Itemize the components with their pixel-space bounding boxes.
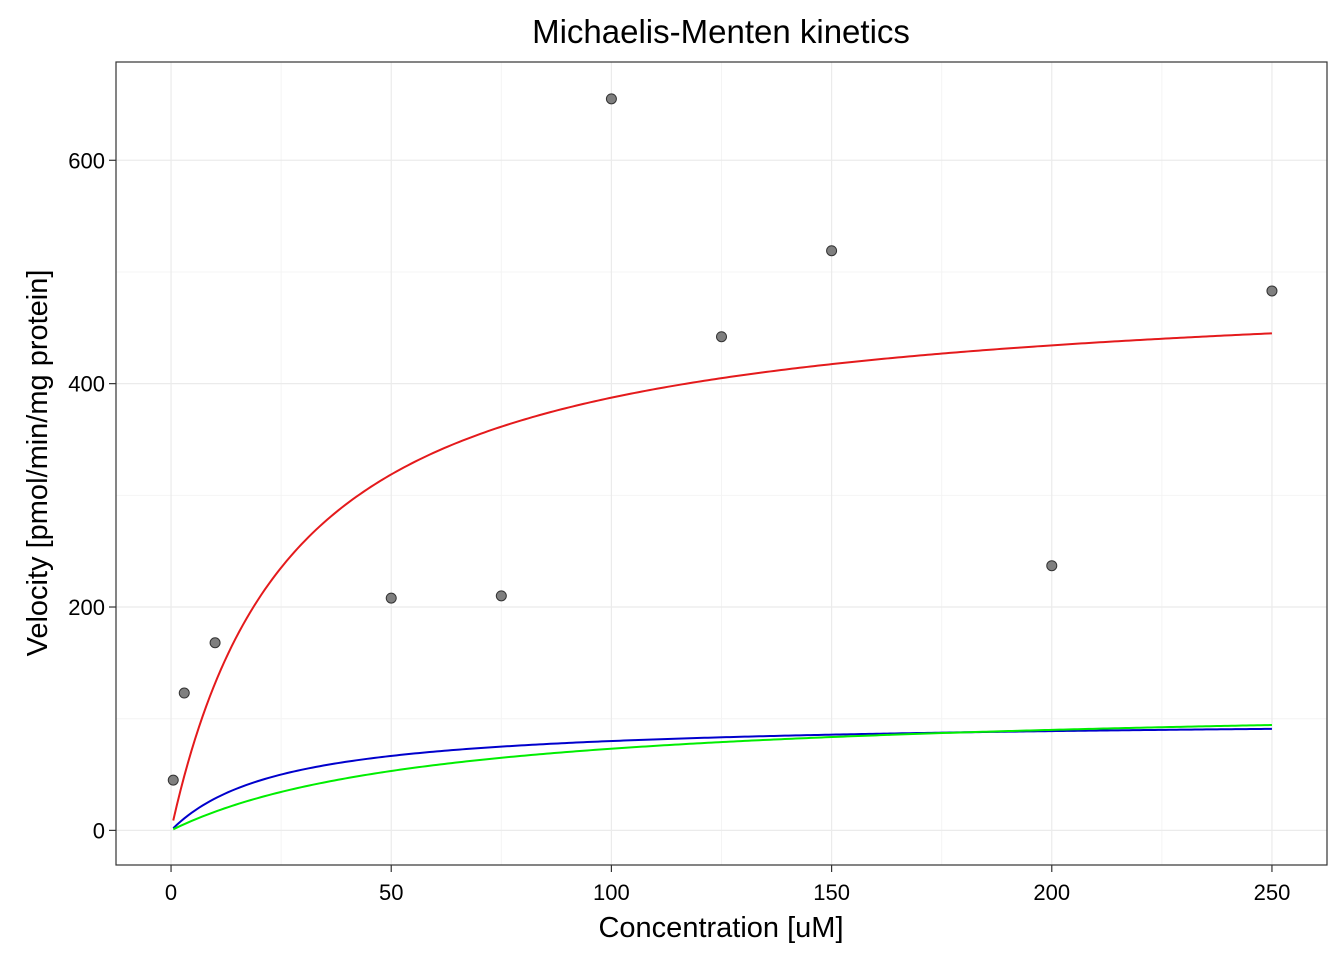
minor-gridlines bbox=[116, 62, 1327, 865]
data-points bbox=[167, 93, 1278, 786]
data-point bbox=[1266, 285, 1278, 297]
y-axis-ticks: 0 200 400 600 bbox=[68, 148, 116, 843]
x-tick-label: 50 bbox=[379, 880, 403, 905]
data-point bbox=[826, 245, 838, 257]
data-point bbox=[167, 774, 179, 786]
fit-curve bbox=[172, 724, 1272, 831]
y-tick-label: 400 bbox=[68, 372, 105, 397]
y-tick-label: 200 bbox=[68, 595, 105, 620]
data-point bbox=[178, 687, 190, 699]
panel-border bbox=[115, 61, 1328, 866]
x-tick-label: 200 bbox=[1033, 880, 1070, 905]
chart-title: Michaelis-Menten kinetics bbox=[532, 13, 910, 50]
data-point bbox=[385, 592, 397, 604]
data-point bbox=[495, 590, 507, 602]
y-tick-label: 0 bbox=[93, 818, 105, 843]
y-tick-label: 600 bbox=[68, 148, 105, 173]
fit-curve bbox=[172, 332, 1272, 821]
x-tick-label: 0 bbox=[165, 880, 177, 905]
data-point bbox=[209, 637, 221, 649]
data-point bbox=[605, 93, 617, 105]
x-tick-label: 100 bbox=[593, 880, 630, 905]
fit-curve bbox=[172, 727, 1272, 829]
x-axis-title: Concentration [uM] bbox=[598, 912, 843, 944]
fitted-curves bbox=[172, 332, 1272, 831]
data-point bbox=[1046, 560, 1058, 572]
y-axis-title: Velocity [pmol/min/mg protein] bbox=[22, 270, 54, 657]
major-gridlines bbox=[116, 62, 1327, 865]
x-tick-label: 250 bbox=[1254, 880, 1291, 905]
data-point bbox=[716, 331, 727, 343]
x-axis-ticks: 0 50 100 150 200 250 bbox=[165, 865, 1290, 905]
x-tick-label: 150 bbox=[813, 880, 850, 905]
